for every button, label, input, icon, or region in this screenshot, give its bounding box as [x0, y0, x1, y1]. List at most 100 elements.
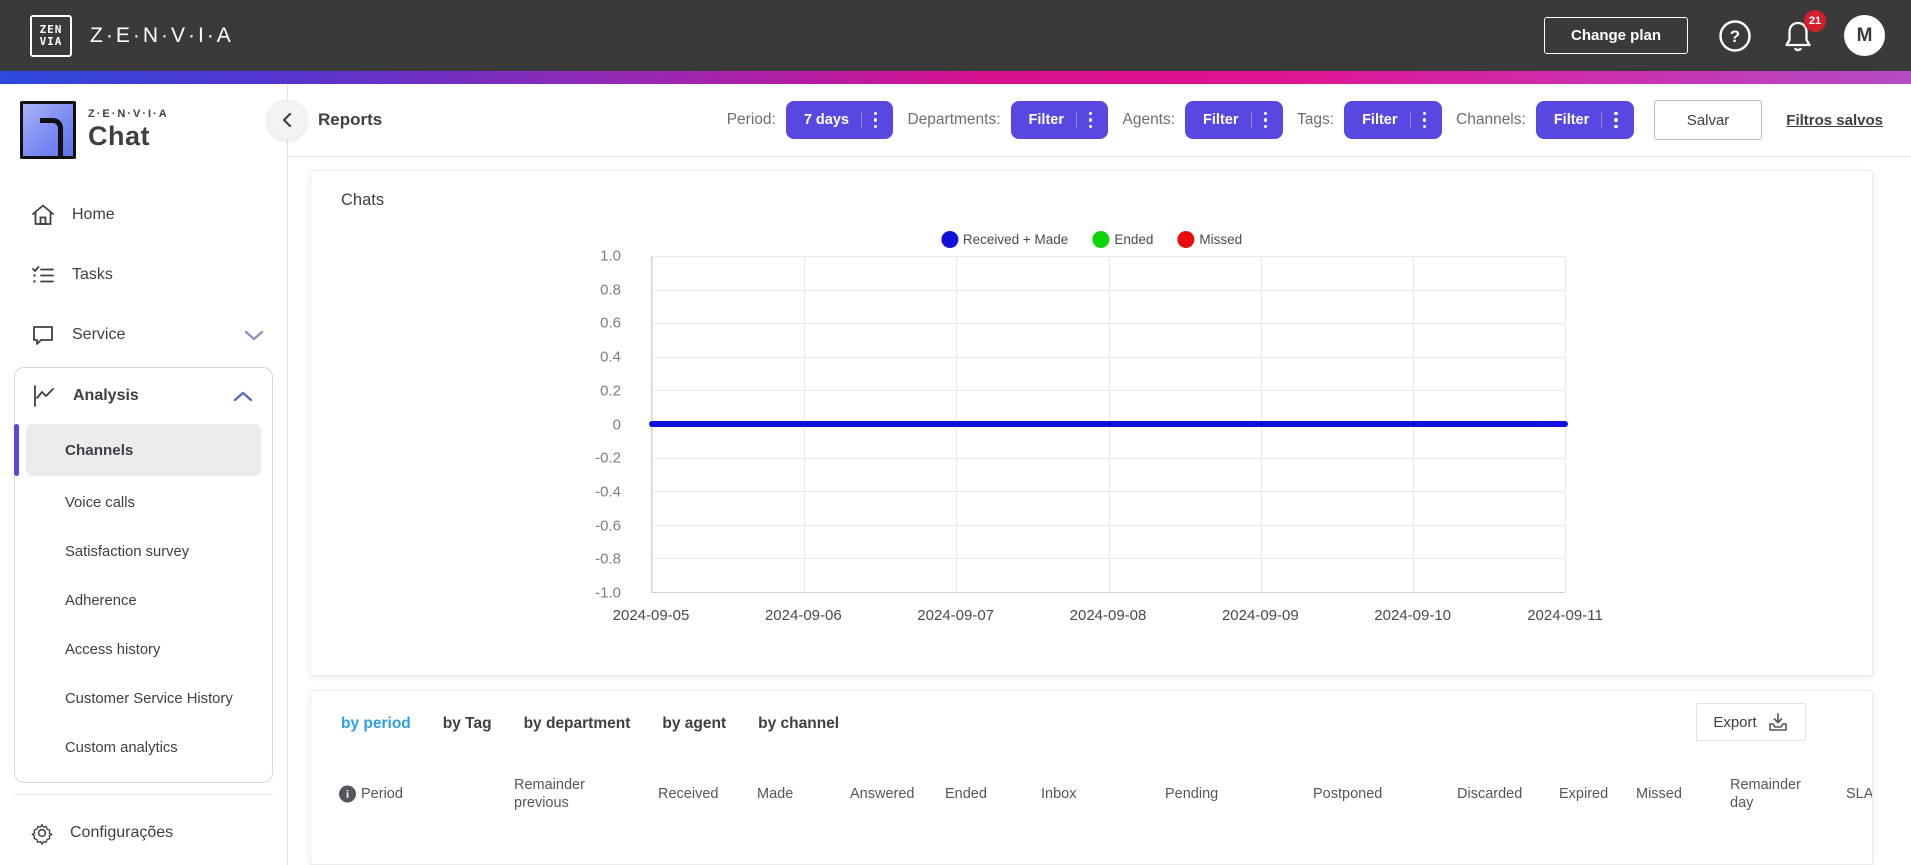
save-button[interactable]: Salvar: [1653, 100, 1763, 140]
kebab-menu-icon[interactable]: [1601, 111, 1630, 129]
saved-filters-link[interactable]: Filtros salvos: [1786, 111, 1883, 129]
sidebar-logo-product: Chat: [88, 121, 150, 151]
column-header-remainder-day[interactable]: Remainder day: [1730, 776, 1801, 811]
column-header-expired[interactable]: Expired: [1559, 785, 1609, 802]
sidebar-item-label: Configurações: [70, 824, 174, 841]
sidebar-item-service[interactable]: Service: [0, 305, 287, 365]
sidebar-collapse-button[interactable]: [267, 100, 307, 140]
column-header-ended[interactable]: Ended: [945, 785, 987, 802]
reports-header: Reports Period: 7 days Departments: Filt…: [288, 84, 1911, 157]
column-header-made[interactable]: Made: [757, 785, 794, 802]
channels-filter-button[interactable]: Filter: [1535, 101, 1634, 139]
zenvia-chat-logo-icon: [20, 101, 76, 159]
user-avatar[interactable]: M: [1844, 15, 1885, 56]
filter-value: Filter: [1028, 112, 1064, 128]
departments-filter-button[interactable]: Filter: [1010, 101, 1109, 139]
notifications-button[interactable]: 21: [1782, 9, 1826, 53]
chart-plot-area: [649, 256, 1568, 593]
kebab-menu-icon[interactable]: [1075, 111, 1105, 129]
topbar: ZEN VIA Z·E·N·V·I·A Change plan ? 21 M: [0, 0, 1911, 71]
filter-group-channels: Channels: Filter: [1456, 101, 1634, 139]
filter-value: Filter: [1203, 112, 1239, 128]
zenvia-logo-bottom-text: VIA: [39, 35, 63, 48]
sidebar-item-label: Voice calls: [65, 494, 135, 511]
sidebar-item-label: Customer Service History: [65, 690, 233, 707]
filter-label: Departments:: [907, 111, 1001, 128]
legend-dot-red: [1177, 231, 1195, 248]
gear-icon: [30, 821, 54, 845]
legend-item-ended[interactable]: Ended: [1092, 231, 1153, 248]
kebab-menu-icon[interactable]: [860, 111, 890, 129]
filter-group-period: Period: 7 days: [727, 101, 894, 139]
column-header-period[interactable]: Period: [361, 785, 403, 802]
received-made-series-line: [649, 421, 1568, 427]
page-title: Reports: [318, 110, 383, 129]
column-header-inbox[interactable]: Inbox: [1041, 785, 1077, 802]
legend-item-received-made[interactable]: Received + Made: [940, 231, 1068, 248]
home-icon: [30, 202, 56, 228]
brand-gradient-stripe: [0, 71, 1911, 84]
zenvia-logo-icon: ZEN VIA: [30, 14, 72, 57]
sidebar-item-satisfaction-survey[interactable]: Satisfaction survey: [15, 527, 272, 576]
tab-by-agent[interactable]: by agent: [662, 715, 727, 732]
kebab-menu-icon[interactable]: [1250, 111, 1280, 129]
chart-legend: Received + Made Ended Missed: [940, 231, 1242, 248]
sidebar-item-tasks[interactable]: Tasks: [0, 245, 287, 305]
column-header-answered[interactable]: Answered: [850, 785, 915, 802]
tab-by-channel[interactable]: by channel: [758, 715, 840, 732]
zenvia-logo-top-text: ZEN: [39, 23, 63, 36]
filter-label: Period:: [726, 111, 776, 128]
sidebar-item-label: Tasks: [72, 266, 113, 283]
sidebar-item-customer-service-history[interactable]: Customer Service History: [15, 674, 272, 723]
filters-bar: Period: 7 days Departments: Filter Agent…: [727, 100, 1883, 140]
change-plan-button[interactable]: Change plan: [1543, 17, 1688, 54]
info-icon[interactable]: i: [339, 785, 356, 803]
column-header-postponed[interactable]: Postponed: [1313, 785, 1383, 802]
column-header-remainder-previous[interactable]: Remainder previous: [514, 776, 585, 811]
chats-chart-card: Chats Received + Made Ended Missed: [310, 170, 1873, 676]
main-content: Reports Period: 7 days Departments: Filt…: [288, 84, 1911, 865]
sidebar-item-settings[interactable]: Configurações: [0, 807, 287, 859]
brand-wordmark: Z·E·N·V·I·A: [90, 23, 234, 47]
svg-text:?: ?: [1730, 27, 1740, 46]
export-button[interactable]: Export: [1696, 703, 1806, 741]
agents-filter-button[interactable]: Filter: [1185, 101, 1283, 139]
download-icon: [1767, 712, 1789, 732]
filter-value: Filter: [1362, 112, 1398, 128]
column-header-pending[interactable]: Pending: [1165, 785, 1219, 802]
sidebar-item-home[interactable]: Home: [0, 185, 287, 245]
tags-filter-button[interactable]: Filter: [1344, 101, 1443, 139]
legend-dot-blue: [940, 231, 958, 248]
column-header-sla-fr[interactable]: SLA-FR: [1846, 785, 1873, 802]
filter-group-tags: Tags: Filter: [1297, 101, 1443, 139]
tab-by-department[interactable]: by department: [523, 715, 631, 732]
filter-value: 7 days: [803, 112, 849, 128]
filter-label: Channels:: [1456, 111, 1526, 128]
sidebar-item-analysis[interactable]: Analysis: [15, 368, 272, 424]
column-header-received[interactable]: Received: [658, 785, 719, 802]
help-icon: ?: [1718, 19, 1752, 53]
active-indicator-bar: [14, 424, 19, 476]
chevron-down-icon: [243, 328, 265, 342]
sidebar-item-channels[interactable]: Channels: [14, 424, 261, 476]
sidebar-item-voice-calls[interactable]: Voice calls: [15, 478, 272, 527]
tab-by-tag[interactable]: by Tag: [442, 715, 492, 732]
column-header-missed[interactable]: Missed: [1636, 785, 1682, 802]
column-header-discarded[interactable]: Discarded: [1457, 785, 1523, 802]
sidebar-item-access-history[interactable]: Access history: [15, 625, 272, 674]
filter-group-agents: Agents: Filter: [1122, 101, 1283, 139]
legend-item-missed[interactable]: Missed: [1177, 231, 1242, 248]
legend-label: Missed: [1199, 232, 1243, 247]
sidebar: Z·E·N·V·I·A Chat Home Tasks: [0, 84, 288, 865]
sidebar-item-label: Service: [72, 326, 126, 343]
kebab-menu-icon[interactable]: [1409, 111, 1439, 129]
sidebar-item-custom-analytics[interactable]: Custom analytics: [15, 723, 272, 772]
period-filter-button[interactable]: 7 days: [785, 101, 894, 139]
legend-label: Ended: [1114, 232, 1154, 247]
y-axis-tick-labels: 1.0 0.8 0.6 0.4 0.2 0 -0.2 -0.4 -0.6 -0.…: [595, 247, 621, 602]
analysis-group: Analysis Channels Voice calls Satisfacti…: [14, 367, 273, 783]
tab-by-period[interactable]: by period: [341, 715, 411, 732]
sidebar-item-adherence[interactable]: Adherence: [15, 576, 272, 625]
legend-dot-green: [1092, 231, 1110, 248]
help-button[interactable]: ?: [1718, 19, 1752, 53]
